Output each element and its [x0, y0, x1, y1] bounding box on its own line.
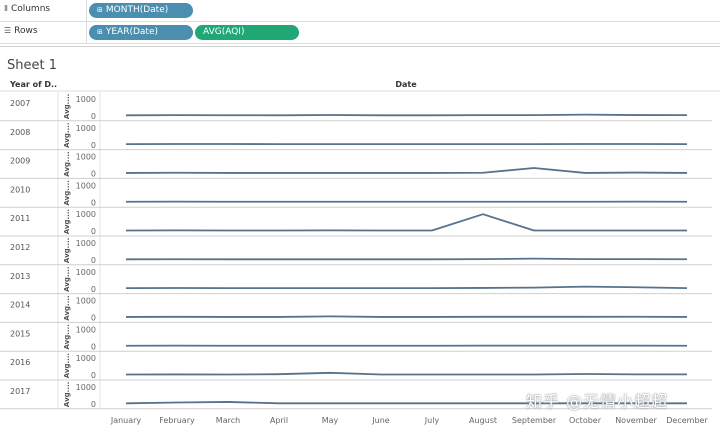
y-tick-label: 1000: [76, 153, 96, 162]
row-axis-label: Avg....: [63, 382, 71, 407]
year-label: 2012: [10, 243, 30, 252]
rows-icon: ☰: [4, 26, 11, 35]
y-tick-label: 1000: [76, 124, 96, 133]
year-label: 2016: [10, 358, 30, 367]
avg-aqi-pill[interactable]: AVG(AQI): [195, 25, 299, 40]
row-axis-label: Avg....: [63, 238, 71, 263]
y-tick-label: 1000: [76, 325, 96, 334]
line-chart: Sheet 1 Year of D.. Date 2007 Avg.... 0 1000 20…: [0, 47, 720, 431]
year-label: 2008: [10, 128, 30, 137]
x-tick-label: February: [159, 416, 195, 425]
x-tick-label: May: [322, 416, 339, 425]
y-tick-label: 0: [91, 400, 96, 409]
row-axis-label: Avg....: [63, 180, 71, 205]
y-tick-label: 1000: [76, 268, 96, 277]
sheet-title: Sheet 1: [7, 58, 57, 73]
row-header: Year of D..: [9, 80, 57, 89]
y-tick-label: 1000: [76, 383, 96, 392]
x-tick-label: August: [469, 416, 497, 425]
row-axis-label: Avg....: [63, 324, 71, 349]
row-axis-label: Avg....: [63, 267, 71, 292]
year-label: 2013: [10, 272, 30, 281]
rows-shelf-label: ☰Rows: [4, 26, 38, 36]
row-axis-label: Avg....: [63, 353, 71, 378]
y-tick-label: 0: [91, 342, 96, 351]
year-label: 2011: [10, 214, 30, 223]
series-line-2007: [126, 115, 687, 116]
x-tick-label: January: [110, 416, 142, 425]
y-tick-label: 1000: [76, 181, 96, 190]
row-axis-label: Avg....: [63, 209, 71, 234]
series-line-2011: [126, 214, 687, 230]
column-header: Date: [395, 80, 417, 89]
sheet-area: Sheet 1 Year of D.. Date 2007 Avg.... 0 1000 20…: [0, 46, 720, 431]
y-tick-label: 1000: [76, 239, 96, 248]
year-label: 2010: [10, 185, 30, 194]
series-line-2009: [126, 168, 687, 173]
y-tick-label: 0: [91, 314, 96, 323]
x-tick-label: April: [270, 416, 288, 425]
year-label: 2014: [10, 301, 30, 310]
year-label: 2015: [10, 329, 30, 338]
year-label: 2009: [10, 157, 30, 166]
x-tick-label: December: [666, 416, 708, 425]
month-date-pill[interactable]: ⊞MONTH(Date): [89, 3, 193, 18]
y-tick-label: 0: [91, 256, 96, 265]
y-tick-label: 1000: [76, 354, 96, 363]
year-label: 2017: [10, 387, 30, 396]
y-tick-label: 0: [91, 285, 96, 294]
y-tick-label: 0: [91, 170, 96, 179]
x-tick-label: July: [424, 416, 440, 425]
y-tick-label: 0: [91, 371, 96, 380]
year-label: 2007: [10, 99, 30, 108]
series-line-2016: [126, 373, 687, 375]
y-tick-label: 0: [91, 141, 96, 150]
series-line-2012: [126, 259, 687, 260]
series-line-2013: [126, 287, 687, 289]
series-line-2014: [126, 316, 687, 317]
y-tick-label: 0: [91, 198, 96, 207]
rows-shelf: ☰Rows ⊞YEAR(Date) AVG(AQI): [0, 22, 720, 44]
row-axis-label: Avg....: [63, 123, 71, 148]
y-tick-label: 0: [91, 112, 96, 121]
y-tick-label: 1000: [76, 210, 96, 219]
plus-box-icon: ⊞: [97, 28, 103, 36]
shelf-divider: [86, 22, 87, 43]
row-axis-label: Avg....: [63, 295, 71, 320]
row-axis-label: Avg....: [63, 151, 71, 176]
x-tick-label: November: [615, 416, 657, 425]
y-tick-label: 1000: [76, 95, 96, 104]
y-tick-label: 1000: [76, 297, 96, 306]
x-tick-label: March: [216, 416, 240, 425]
x-tick-label: October: [569, 416, 602, 425]
row-axis-label: Avg....: [63, 94, 71, 119]
y-tick-label: 0: [91, 227, 96, 236]
columns-icon: Ⅱ: [4, 4, 8, 13]
x-tick-label: September: [512, 416, 557, 425]
plus-box-icon: ⊞: [97, 6, 103, 14]
year-date-pill[interactable]: ⊞YEAR(Date): [89, 25, 193, 40]
shelf-divider: [86, 0, 87, 21]
watermark: 知乎 @无情小超超: [526, 388, 668, 412]
x-tick-label: June: [371, 416, 390, 425]
